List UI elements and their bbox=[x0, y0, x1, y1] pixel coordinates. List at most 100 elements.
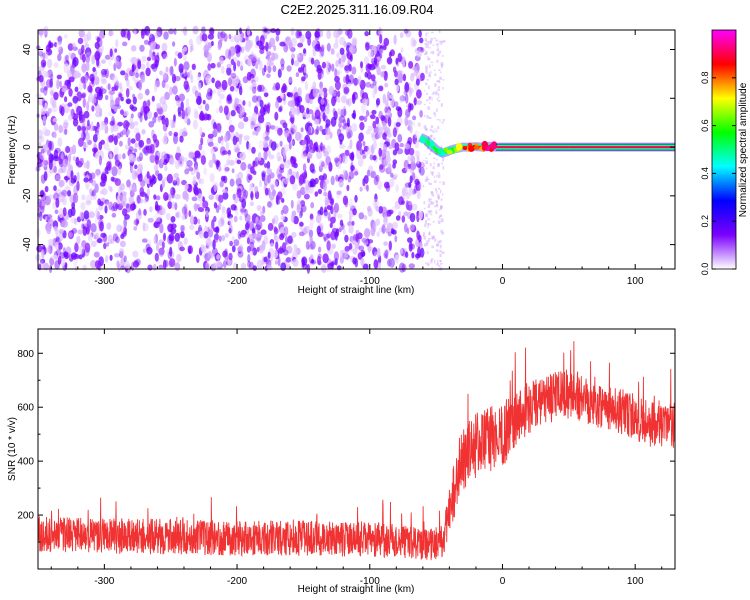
noise-cell bbox=[237, 46, 243, 53]
noise-cell bbox=[164, 91, 170, 100]
noise-cell bbox=[296, 170, 299, 180]
noise-cell bbox=[133, 127, 140, 134]
noise-cell bbox=[288, 168, 293, 176]
noise-cell bbox=[38, 51, 44, 57]
sparse-cell bbox=[428, 232, 431, 235]
noise-cell bbox=[401, 188, 406, 196]
noise-cell bbox=[248, 174, 253, 181]
noise-cell bbox=[408, 263, 415, 269]
noise-cell bbox=[96, 36, 101, 43]
sparse-cell bbox=[433, 37, 437, 40]
noise-cell bbox=[281, 86, 286, 94]
noise-cell bbox=[269, 37, 276, 48]
noise-cell bbox=[193, 186, 199, 196]
noise-cell bbox=[200, 137, 204, 146]
carrier-blob bbox=[446, 149, 453, 155]
noise-cell bbox=[114, 253, 120, 258]
noise-cell bbox=[322, 112, 326, 122]
noise-cell bbox=[316, 150, 323, 160]
noise-cell bbox=[412, 115, 417, 121]
noise-cell bbox=[74, 242, 79, 253]
noise-cell bbox=[342, 169, 347, 179]
noise-cell bbox=[67, 102, 73, 107]
noise-cell bbox=[43, 102, 49, 111]
noise-cell bbox=[269, 125, 276, 130]
noise-cell bbox=[403, 211, 409, 216]
noise-cell bbox=[291, 37, 297, 47]
noise-cell bbox=[247, 116, 254, 121]
noise-cell bbox=[70, 217, 77, 224]
noise-cell bbox=[218, 123, 222, 134]
noise-cell bbox=[218, 201, 222, 210]
noise-cell bbox=[115, 55, 122, 62]
sparse-cell bbox=[440, 62, 444, 66]
sparse-cell bbox=[427, 223, 430, 226]
noise-cell bbox=[266, 265, 273, 271]
sparse-cell bbox=[425, 167, 428, 170]
noise-cell bbox=[243, 135, 250, 141]
noise-cell bbox=[44, 185, 49, 193]
noise-cell bbox=[192, 85, 198, 95]
noise-cell bbox=[68, 76, 75, 83]
noise-cell bbox=[419, 181, 423, 191]
noise-cell bbox=[63, 119, 69, 128]
noise-cell bbox=[207, 133, 214, 139]
noise-cell bbox=[232, 193, 236, 200]
noise-cell bbox=[44, 129, 51, 137]
noise-cell bbox=[322, 163, 328, 169]
noise-cell bbox=[303, 170, 308, 180]
noise-cell bbox=[225, 141, 230, 151]
noise-cell bbox=[100, 120, 105, 131]
noise-cell bbox=[176, 148, 182, 154]
noise-cell bbox=[300, 186, 306, 196]
noise-cell bbox=[316, 67, 323, 73]
noise-cell bbox=[177, 103, 181, 108]
noise-cell bbox=[174, 202, 178, 211]
noise-cell bbox=[409, 243, 415, 250]
noise-cell bbox=[285, 235, 288, 245]
noise-cell bbox=[372, 120, 377, 129]
noise-cell bbox=[389, 258, 393, 268]
noise-cell bbox=[270, 28, 277, 33]
noise-cell bbox=[365, 42, 370, 51]
noise-cell bbox=[272, 53, 279, 60]
noise-cell bbox=[96, 91, 103, 101]
noise-cell bbox=[343, 108, 347, 117]
noise-cell bbox=[95, 207, 99, 218]
noise-cell bbox=[88, 211, 95, 219]
noise-cell bbox=[404, 83, 410, 94]
noise-cell bbox=[149, 154, 156, 164]
sparse-cell bbox=[440, 198, 443, 201]
noise-cell bbox=[118, 93, 123, 98]
noise-cell bbox=[42, 52, 46, 60]
noise-cell bbox=[216, 160, 221, 167]
noise-cell bbox=[235, 177, 242, 187]
noise-cell bbox=[337, 68, 343, 75]
noise-cell bbox=[359, 79, 366, 90]
noise-cell bbox=[379, 53, 383, 59]
noise-cell bbox=[205, 74, 211, 85]
sparse-cell bbox=[439, 76, 442, 80]
noise-cell bbox=[238, 134, 242, 145]
noise-cell bbox=[147, 264, 153, 271]
noise-cell bbox=[158, 205, 163, 211]
noise-cell bbox=[243, 189, 249, 198]
noise-cell bbox=[249, 201, 254, 207]
noise-cell bbox=[171, 73, 177, 84]
noise-cell bbox=[109, 48, 113, 57]
x-tick-label: 100 bbox=[627, 576, 644, 587]
noise-cell bbox=[162, 259, 167, 270]
noise-cell bbox=[408, 147, 415, 156]
noise-cell bbox=[108, 135, 114, 143]
noise-cell bbox=[323, 91, 328, 99]
noise-cell bbox=[357, 157, 364, 167]
noise-cell bbox=[338, 178, 344, 188]
noise-cell bbox=[336, 190, 342, 196]
sparse-cell bbox=[428, 57, 431, 60]
sparse-cell bbox=[429, 198, 432, 200]
noise-cell bbox=[319, 87, 324, 96]
noise-cell bbox=[263, 256, 268, 263]
noise-cell bbox=[223, 105, 229, 116]
noise-cell bbox=[173, 86, 177, 96]
sparse-cell bbox=[435, 263, 439, 266]
